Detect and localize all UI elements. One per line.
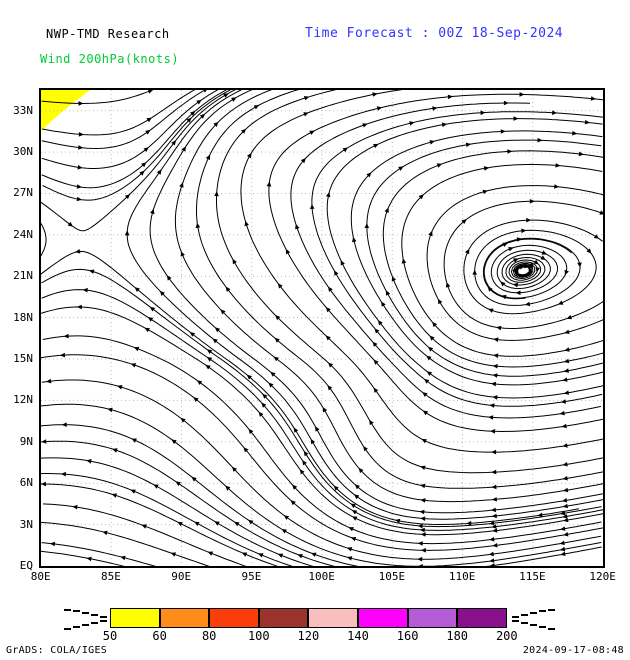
y-axis-tick-label: 12N <box>13 393 33 407</box>
colorbar-tick-label: 60 <box>152 629 167 643</box>
page-title-research: NWP-TMD Research <box>46 27 170 41</box>
map-plot-area[interactable] <box>39 88 605 568</box>
streamline-map <box>41 90 603 566</box>
colorbar-tick-label: 200 <box>495 629 518 643</box>
colorbar-tick-label: 100 <box>247 629 270 643</box>
x-axis-tick-label: 100E <box>308 570 335 583</box>
x-axis-tick-label: 105E <box>378 570 406 583</box>
colorbar-tick-label: 160 <box>396 629 419 643</box>
x-axis-tick-label: 115E <box>519 570 546 583</box>
colorbar-swatch[interactable] <box>258 608 309 628</box>
y-axis-tick-label: 21N <box>13 269 33 283</box>
colorbar-swatch[interactable] <box>407 608 458 628</box>
y-axis-tick-label: 24N <box>13 227 33 241</box>
colorbar-tick-label: 180 <box>446 629 469 643</box>
colorbar-swatch[interactable] <box>209 608 259 628</box>
x-axis-tick-label: 120E <box>589 570 616 583</box>
y-axis-tick-label: 3N <box>19 517 33 531</box>
footer-timestamp: 2024-09-17-08:48 <box>522 645 624 656</box>
forecast-time-title: Time Forecast : 00Z 18-Sep-2024 <box>305 26 564 41</box>
colorbar-swatch[interactable] <box>358 608 408 628</box>
colorbar-swatch[interactable] <box>110 608 160 628</box>
y-axis-tick-label: 33N <box>13 103 33 117</box>
y-axis-tick-label: 30N <box>13 145 33 159</box>
x-axis-tick-label: 80E <box>30 570 51 583</box>
x-axis-tick-label: 95E <box>241 570 262 583</box>
y-axis-tick-label: 15N <box>13 352 33 366</box>
field-title: Wind 200hPa(knots) <box>40 52 180 66</box>
colorbar-tick-label: 120 <box>297 629 320 643</box>
colorbar-swatch[interactable] <box>159 608 210 628</box>
x-axis-tick-label: 110E <box>448 570 476 583</box>
colorbar-tick-label: 140 <box>347 629 369 643</box>
x-axis-tick-label: 90E <box>171 570 192 583</box>
y-axis-tick-label: 18N <box>13 310 33 324</box>
colorbar-swatch[interactable] <box>308 608 358 628</box>
colorbar-tick-label: 80 <box>201 629 217 643</box>
x-axis-tick-label: 85E <box>101 570 121 583</box>
y-axis-tick-label: EQ <box>19 559 33 572</box>
y-axis-tick-label: 9N <box>19 434 33 448</box>
footer-credit: GrADS: COLA/IGES <box>6 645 108 656</box>
colorbar-tick-label: 50 <box>102 629 118 643</box>
y-axis-tick-label: 6N <box>19 476 33 490</box>
colorbar-swatch[interactable] <box>457 608 507 628</box>
y-axis-tick-label: 27N <box>13 186 33 200</box>
wind-speed-colorbar[interactable]: 50 60 80 100 120 140 160 180 200 <box>0 600 630 642</box>
